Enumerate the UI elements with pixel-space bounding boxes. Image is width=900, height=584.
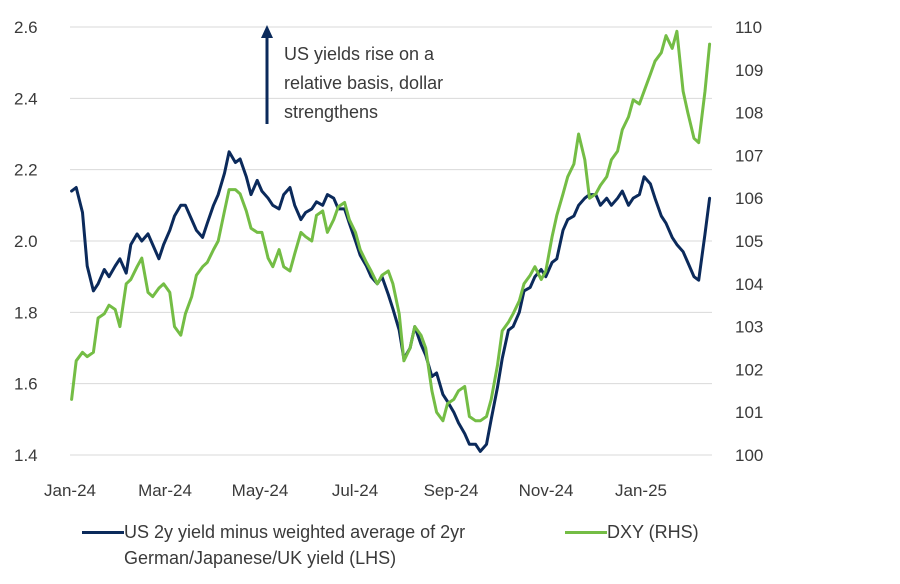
left-axis-ticks: 1.4 1.6 1.8 2.0 2.2 2.4 2.6 bbox=[14, 18, 38, 465]
legend-item-spread: US 2y yield minus weighted average of 2y… bbox=[82, 519, 465, 571]
right-axis-tick-label: 109 bbox=[735, 61, 763, 80]
x-axis-tick-label: Mar-24 bbox=[138, 481, 192, 500]
left-axis-tick-label: 2.4 bbox=[14, 89, 38, 108]
x-axis-tick-label: Jan-25 bbox=[615, 481, 667, 500]
legend-label-spread-line-1: US 2y yield minus weighted average of 2y… bbox=[124, 522, 466, 542]
legend-label-dxy-line-1: DXY (RHS) bbox=[607, 522, 699, 542]
annotation-line-3: strengthens bbox=[284, 102, 378, 122]
right-axis-tick-label: 107 bbox=[735, 146, 763, 165]
left-axis-tick-label: 2.6 bbox=[14, 18, 38, 37]
left-axis-tick-label: 1.8 bbox=[14, 303, 38, 322]
right-axis-tick-label: 104 bbox=[735, 275, 763, 294]
left-axis-tick-label: 2.2 bbox=[14, 161, 38, 180]
x-axis-tick-label: Sep-24 bbox=[424, 481, 479, 500]
series-line-spread bbox=[70, 150, 712, 453]
annotation-line-2: relative basis, dollar bbox=[284, 73, 443, 93]
right-axis-tick-label: 101 bbox=[735, 403, 763, 422]
x-axis-tick-label: Jan-24 bbox=[44, 481, 96, 500]
right-axis-tick-label: 106 bbox=[735, 189, 763, 208]
legend-item-dxy: DXY (RHS) bbox=[565, 519, 699, 545]
left-axis-tick-label: 1.6 bbox=[14, 375, 38, 394]
left-axis-tick-label: 1.4 bbox=[14, 446, 38, 465]
annotation-arrowhead bbox=[261, 25, 273, 38]
x-axis-tick-label: Nov-24 bbox=[519, 481, 574, 500]
left-axis-tick-label: 2.0 bbox=[14, 232, 38, 251]
x-axis-tick-label: May-24 bbox=[232, 481, 289, 500]
right-axis-tick-label: 103 bbox=[735, 318, 763, 337]
right-axis-tick-label: 108 bbox=[735, 104, 763, 123]
series-lines bbox=[70, 29, 712, 453]
annotation: US yields rise on a relative basis, doll… bbox=[261, 25, 443, 124]
right-axis-tick-label: 110 bbox=[735, 18, 762, 37]
gridlines bbox=[70, 26, 712, 456]
series-line-dxy bbox=[70, 29, 712, 423]
right-axis-ticks: 100 101 102 103 104 105 106 107 108 109 110 bbox=[735, 18, 763, 465]
right-axis-tick-label: 100 bbox=[735, 446, 763, 465]
x-axis-tick-label: Jul-24 bbox=[332, 481, 378, 500]
legend-swatch-dxy bbox=[565, 531, 607, 534]
right-axis-tick-label: 105 bbox=[735, 232, 763, 251]
legend-label-dxy: DXY (RHS) bbox=[565, 519, 699, 545]
legend-swatch-spread bbox=[82, 531, 124, 534]
annotation-line-1: US yields rise on a bbox=[284, 44, 435, 64]
right-axis-tick-label: 102 bbox=[735, 360, 763, 379]
x-axis-ticks: Jan-24 Mar-24 May-24 Jul-24 Sep-24 Nov-24 Jan-… bbox=[44, 481, 667, 500]
legend-label-spread-line-2: German/Japanese/UK yield (LHS) bbox=[124, 548, 397, 568]
legend-label-spread: US 2y yield minus weighted average of 2y… bbox=[82, 519, 465, 571]
